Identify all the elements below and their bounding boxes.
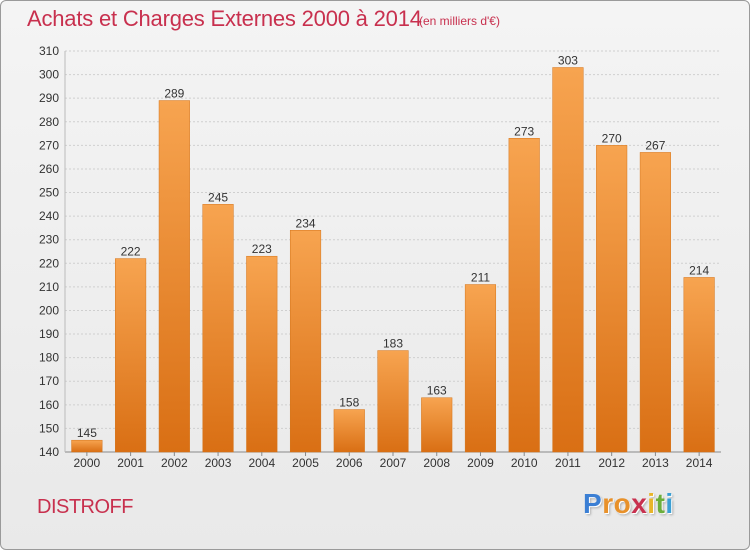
x-tick-label: 2005	[292, 456, 319, 470]
x-tick-label: 2007	[380, 456, 407, 470]
bar-2013	[639, 152, 671, 453]
bar-2003	[202, 204, 234, 453]
x-tick-label: 2002	[161, 456, 188, 470]
y-tick-label: 200	[39, 303, 59, 317]
x-tick-label: 2010	[511, 456, 538, 470]
x-tick-label: 2006	[336, 456, 363, 470]
logo-letter: r	[602, 488, 614, 519]
bar-2008	[421, 397, 453, 453]
logo-letter: P	[583, 488, 603, 519]
bar-2010	[508, 138, 540, 453]
y-tick-label: 140	[39, 445, 59, 459]
bar-2004	[246, 255, 278, 453]
commune-name: DISTROFF	[37, 496, 134, 518]
y-tick-label: 240	[39, 209, 59, 223]
proxiti-logo: Proxiti	[583, 488, 674, 520]
x-tick-label: 2013	[642, 456, 669, 470]
bar-2005	[289, 230, 322, 453]
y-tick-label: 150	[39, 421, 59, 435]
x-tick-label: 2008	[423, 456, 450, 470]
logo-letter: x	[631, 488, 648, 519]
y-tick-label: 260	[39, 162, 59, 176]
y-tick-label: 230	[39, 233, 59, 247]
bar-2002	[158, 100, 190, 453]
bar-2012	[596, 145, 628, 453]
data-label: 211	[471, 271, 490, 285]
x-tick-label: 2004	[248, 456, 275, 470]
data-label: 214	[689, 263, 709, 277]
bar-2007	[377, 350, 409, 453]
y-tick-label: 300	[39, 68, 59, 82]
data-label: 245	[208, 190, 228, 204]
data-label: 234	[296, 216, 316, 230]
y-tick-label: 290	[39, 91, 59, 105]
data-label: 273	[514, 124, 534, 138]
chart-title: Achats et Charges Externes 2000 à 2014	[27, 6, 422, 31]
y-tick-label: 310	[39, 44, 59, 58]
data-label: 223	[252, 242, 272, 256]
y-tick-label: 170	[39, 374, 59, 388]
logo-letter: i	[647, 488, 656, 519]
data-label: 222	[121, 245, 141, 259]
data-label: 289	[164, 87, 184, 101]
data-label: 145	[77, 426, 97, 440]
x-tick-label: 2000	[74, 456, 101, 470]
y-tick-label: 280	[39, 115, 59, 129]
x-tick-label: 2012	[598, 456, 625, 470]
y-tick-label: 190	[39, 327, 59, 341]
logo-letter: o	[613, 488, 632, 519]
data-label: 267	[645, 138, 665, 152]
data-label: 158	[339, 396, 359, 410]
y-tick-label: 210	[39, 280, 59, 294]
x-tick-label: 2014	[686, 456, 713, 470]
bar-2006	[333, 409, 365, 453]
x-tick-label: 2009	[467, 456, 494, 470]
data-label: 163	[427, 384, 447, 398]
bar-2014	[683, 277, 715, 453]
x-tick-label: 2001	[117, 456, 144, 470]
logo-letter: t	[655, 488, 666, 519]
y-tick-label: 180	[39, 351, 59, 365]
bar-2000	[71, 439, 103, 453]
x-tick-label: 2011	[555, 456, 581, 470]
chart-unit: (en milliers d'€)	[419, 14, 500, 28]
data-label: 303	[558, 54, 578, 68]
y-tick-label: 270	[39, 138, 59, 152]
logo-letter: i	[665, 488, 674, 519]
bar-2009	[464, 284, 497, 453]
data-label: 270	[602, 131, 622, 145]
x-tick-label: 2003	[205, 456, 232, 470]
y-tick-label: 250	[39, 186, 59, 200]
y-tick-label: 220	[39, 256, 59, 270]
y-tick-label: 160	[39, 398, 59, 412]
data-label: 183	[383, 337, 403, 351]
bar-2011	[552, 67, 584, 453]
bar-2001	[115, 258, 147, 453]
